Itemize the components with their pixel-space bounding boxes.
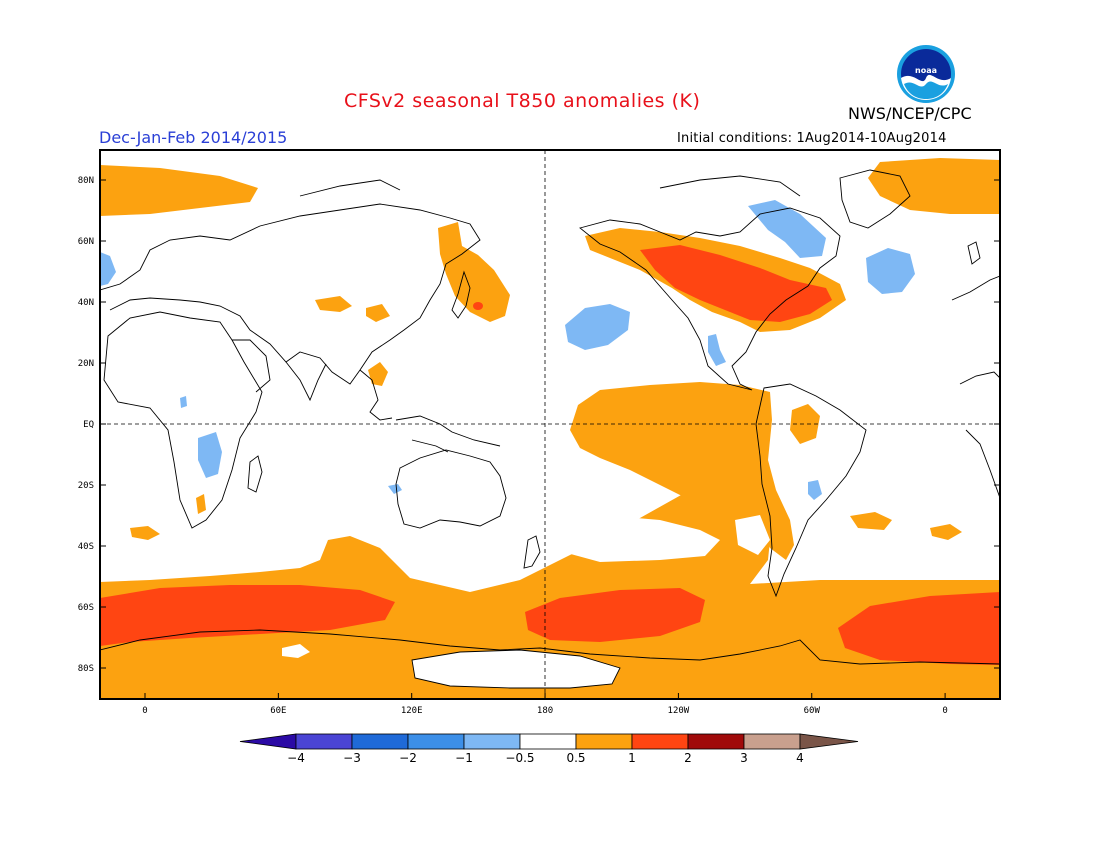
colorbar-segment <box>519 733 577 750</box>
southern-ocean-strong-anomaly-west <box>100 585 395 646</box>
colorbar-segment <box>631 733 689 750</box>
north-pacific-negative-anomaly <box>565 304 630 350</box>
colorbar-tick-label: 0.5 <box>566 751 585 765</box>
colorbar-tick-label: 2 <box>684 751 692 765</box>
colorbar-tick-label: 1 <box>628 751 636 765</box>
lat-tick-label: 40N <box>78 298 94 308</box>
lon-tick-label: 120E <box>401 706 423 716</box>
lon-tick-label: 0 <box>142 706 147 716</box>
colorbar-segment <box>687 733 745 750</box>
lon-tick-label: 0 <box>942 706 947 716</box>
colorbar-arrow-high <box>799 733 859 750</box>
lat-tick-label: 60N <box>78 237 94 247</box>
colorbar-tick-label: −4 <box>287 751 305 765</box>
lon-tick-label: 60W <box>804 706 821 716</box>
colorbar-tick-label: −3 <box>343 751 361 765</box>
lon-tick-label: 180 <box>537 706 553 716</box>
lat-tick-label: EQ <box>83 420 94 430</box>
longitude-ticks: 0 60E 120E 180 120W 60W 0 <box>142 693 948 716</box>
lat-tick-label: 80S <box>78 664 94 674</box>
colorbar-segment <box>463 733 521 750</box>
northwest-pacific-anomaly <box>438 222 510 322</box>
arctic-anomaly-west <box>100 165 258 216</box>
colorbar-segment <box>407 733 465 750</box>
logo-text: noaa <box>915 66 937 75</box>
colorbar-segment <box>351 733 409 750</box>
lat-tick-label: 60S <box>78 603 94 613</box>
lat-tick-label: 40S <box>78 542 94 552</box>
colorbar-tick-label: −0.5 <box>505 751 534 765</box>
north-atlantic-negative-anomaly <box>866 248 915 294</box>
colorbar-tick-label: 3 <box>740 751 748 765</box>
colorbar-segment <box>743 733 801 750</box>
lat-tick-label: 80N <box>78 176 94 186</box>
lat-tick-label: 20S <box>78 481 94 491</box>
lon-tick-label: 60E <box>270 706 286 716</box>
colorbar-tick-label: 4 <box>796 751 804 765</box>
southern-ocean-anomaly <box>100 470 1000 699</box>
north-america-strong-anomaly <box>640 245 832 322</box>
southern-ocean-strong-anomaly-east <box>838 592 1000 665</box>
coastlines <box>100 169 1000 689</box>
lat-tick-label: 20N <box>78 359 94 369</box>
pacific-anomaly <box>570 382 794 560</box>
colorbar: −4 −3 −2 −1 −0.5 0.5 1 2 3 4 <box>239 733 859 765</box>
noaa-logo <box>897 45 955 103</box>
lon-tick-label: 120W <box>668 706 690 716</box>
initial-conditions-label: Initial conditions: 1Aug2014-10Aug2014 <box>677 131 947 146</box>
southern-ocean-strong-anomaly-mid <box>525 588 705 642</box>
latitude-ticks: 80N 60N 40N 20N EQ 20S 40S 60S 80S <box>78 176 1000 674</box>
colorbar-tick-label: −2 <box>399 751 417 765</box>
organization-label: NWS/NCEP/CPC <box>848 104 972 123</box>
season-label: Dec-Jan-Feb 2014/2015 <box>99 128 288 147</box>
colorbar-arrow-low <box>239 733 297 750</box>
chart-title: CFSv2 seasonal T850 anomalies (K) <box>344 90 701 112</box>
colorbar-segment <box>575 733 633 750</box>
arctic-anomaly-east <box>868 158 1000 214</box>
anomaly-fields <box>100 150 1000 699</box>
labrador-negative-anomaly <box>748 200 826 258</box>
colorbar-tick-label: −1 <box>455 751 473 765</box>
colorbar-segment <box>295 733 353 750</box>
